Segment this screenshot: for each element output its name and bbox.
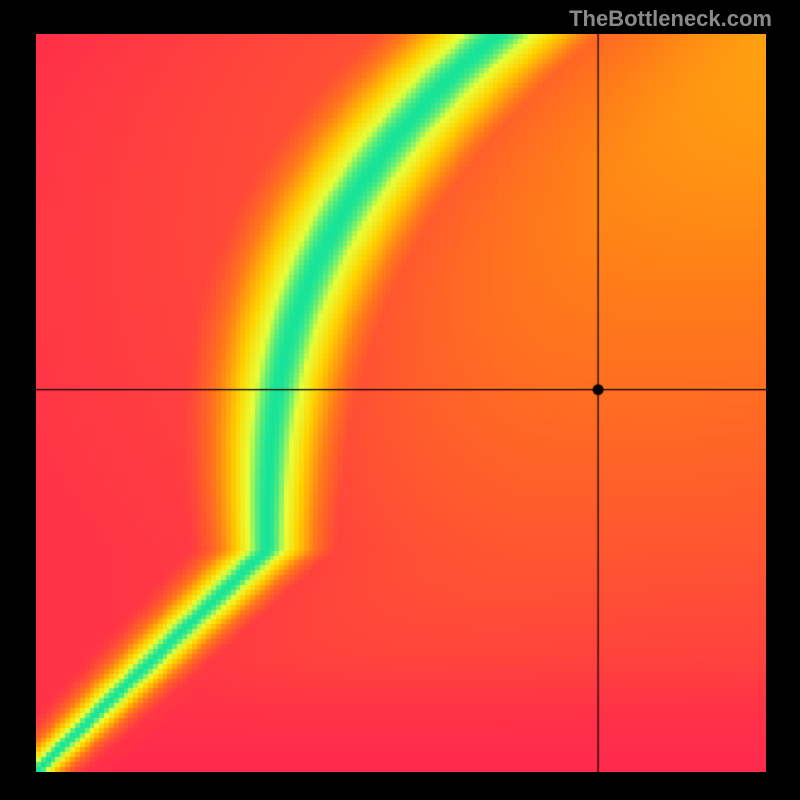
watermark-text: TheBottleneck.com	[569, 6, 772, 32]
heatmap-canvas	[36, 34, 766, 772]
plot-area	[36, 34, 766, 772]
